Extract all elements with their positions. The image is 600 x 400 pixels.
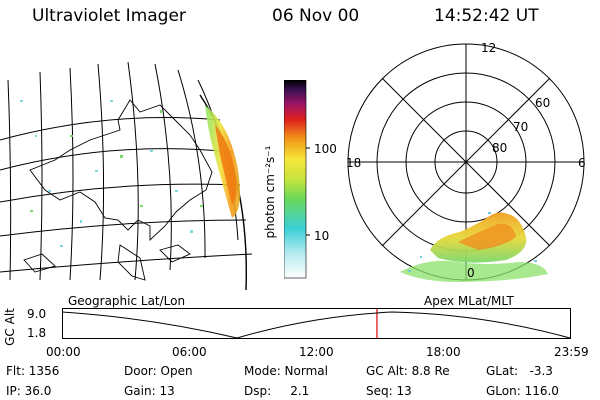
mlt-label-18: 18 bbox=[346, 156, 362, 170]
time-tick-2359: 23:59 bbox=[554, 345, 589, 359]
geographic-map bbox=[0, 61, 253, 290]
geographic-map-label: Geographic Lat/Lon bbox=[68, 294, 186, 308]
time-tick-1200: 12:00 bbox=[299, 345, 334, 359]
mlat-label-70: 70 bbox=[513, 120, 529, 134]
polar-map-label: Apex MLat/MLT bbox=[424, 294, 514, 308]
gain-value: Gain: 13 bbox=[124, 384, 175, 398]
colorbar-unit-label: photon cm⁻²s⁻¹ bbox=[263, 145, 277, 239]
flight-number: Flt: 1356 bbox=[6, 364, 60, 378]
altitude-plot bbox=[62, 308, 571, 339]
colorbar-tick-10: 10 bbox=[314, 229, 330, 243]
mlat-label-80: 80 bbox=[492, 141, 508, 155]
altitude-axis-label: GC Alt bbox=[3, 308, 17, 346]
geographic-latitude: GLat: -3.3 bbox=[486, 364, 553, 378]
mlt-label-12: 12 bbox=[481, 41, 497, 55]
instrument-title: Ultraviolet Imager bbox=[32, 6, 186, 26]
time-tick-1800: 18:00 bbox=[426, 345, 461, 359]
door-status: Door: Open bbox=[124, 364, 193, 378]
ip-value: IP: 36.0 bbox=[6, 384, 52, 398]
mlt-label-6: 6 bbox=[578, 156, 586, 170]
colorbar-tick-100: 100 bbox=[314, 142, 337, 156]
gc-altitude: GC Alt: 8.8 Re bbox=[366, 364, 450, 378]
mode-value: Mode: Normal bbox=[244, 364, 328, 378]
mlt-label-0: 0 bbox=[467, 266, 475, 280]
date-label: 06 Nov 00 bbox=[272, 6, 360, 26]
time-tick-0600: 06:00 bbox=[172, 345, 207, 359]
dsp-value: Dsp: 2.1 bbox=[244, 384, 310, 398]
time-label: 14:52:42 UT bbox=[434, 6, 539, 26]
altitude-tick-low: 1.8 bbox=[27, 326, 47, 340]
sequence-number: Seq: 13 bbox=[366, 384, 412, 398]
time-tick-0000: 00:00 bbox=[46, 345, 81, 359]
mlat-label-60: 60 bbox=[535, 96, 551, 110]
polar-map bbox=[347, 43, 585, 282]
colorbar bbox=[284, 80, 310, 279]
geographic-longitude: GLon: 116.0 bbox=[486, 384, 559, 398]
altitude-tick-high: 9.0 bbox=[27, 307, 47, 321]
